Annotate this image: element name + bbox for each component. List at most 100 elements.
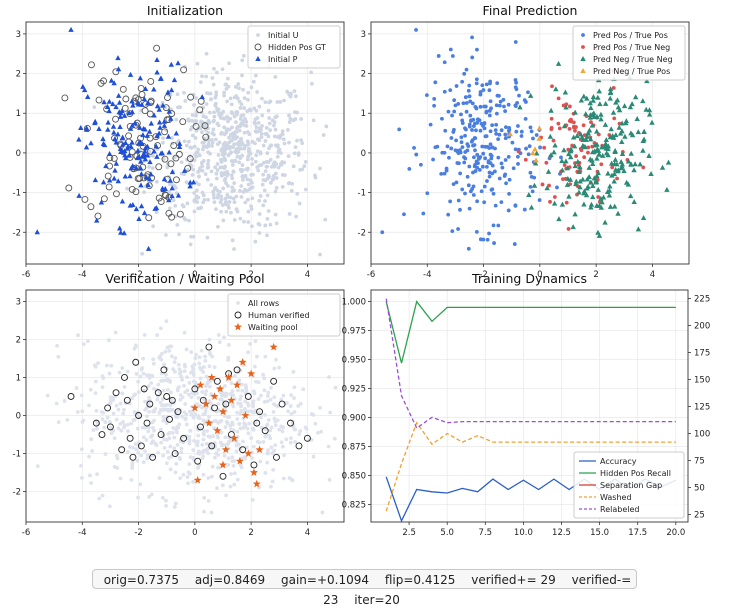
point-initial-u — [207, 120, 212, 124]
point-all-rows — [250, 497, 255, 502]
point-initial-p — [113, 139, 119, 145]
point-human-verified — [92, 419, 100, 427]
point-pred-pos-true-pos — [482, 121, 487, 125]
point-initial-u — [224, 209, 229, 214]
point-initial-u — [223, 158, 228, 163]
point-waiting-pool — [219, 407, 227, 416]
point-all-rows — [203, 392, 208, 397]
point-pred-pos-true-neg — [586, 150, 590, 155]
x-tick-label: 20.0 — [666, 528, 685, 538]
legend-swatch-hidden-pos-gt — [254, 43, 262, 51]
point-waiting-pool — [249, 468, 258, 476]
point-waiting-pool — [235, 456, 244, 465]
point-pred-neg-true-neg — [570, 134, 577, 140]
point-initial-u — [274, 162, 279, 166]
point-initial-u — [230, 185, 235, 190]
point-initial-u — [191, 167, 196, 172]
point-initial-u — [142, 190, 146, 195]
point-all-rows — [246, 350, 250, 355]
point-initial-u — [266, 108, 271, 113]
point-all-rows — [202, 509, 207, 514]
point-initial-u — [167, 206, 172, 211]
point-initial-u — [140, 251, 145, 256]
point-initial-u — [192, 103, 196, 107]
point-hidden-pos-gt — [147, 78, 155, 85]
point-all-rows — [277, 427, 282, 432]
point-all-rows — [177, 422, 182, 427]
point-all-rows — [207, 414, 211, 419]
point-initial-u — [180, 203, 185, 208]
point-pred-pos-true-pos — [559, 155, 563, 160]
point-initial-u — [265, 233, 269, 238]
point-pred-neg-true-neg — [602, 143, 609, 149]
point-pred-neg-true-neg — [631, 167, 637, 173]
point-all-rows — [136, 390, 141, 395]
point-all-rows — [204, 389, 209, 393]
point-pred-pos-true-pos — [460, 121, 465, 126]
point-pred-pos-true-pos — [452, 109, 457, 114]
point-pred-pos-true-pos — [479, 189, 484, 194]
point-initial-p — [78, 124, 84, 130]
point-all-rows — [167, 348, 172, 353]
point-pred-neg-true-neg — [623, 118, 630, 124]
point-initial-u — [260, 113, 265, 118]
point-initial-p — [158, 75, 164, 81]
point-initial-u — [147, 149, 152, 154]
point-all-rows — [167, 430, 172, 435]
point-initial-u — [223, 202, 228, 206]
point-initial-p — [141, 210, 148, 216]
point-initial-u — [222, 93, 227, 98]
point-all-rows — [125, 450, 130, 455]
point-initial-u — [298, 167, 303, 172]
point-human-verified — [166, 415, 173, 423]
point-all-rows — [169, 344, 174, 349]
point-human-verified — [233, 366, 241, 374]
point-human-verified — [104, 404, 112, 412]
point-pred-neg-true-neg — [602, 121, 609, 127]
point-pred-neg-true-neg — [609, 172, 615, 178]
point-pred-neg-true-neg — [589, 157, 595, 163]
point-all-rows — [183, 364, 187, 369]
point-all-rows — [249, 436, 254, 440]
point-pred-neg-true-neg — [562, 89, 569, 95]
point-all-rows — [107, 338, 111, 343]
point-hidden-pos-gt — [88, 61, 95, 69]
point-pred-neg-true-neg — [625, 158, 632, 164]
point-all-rows — [265, 422, 270, 427]
point-initial-p — [187, 183, 193, 189]
point-pred-neg-true-neg — [616, 124, 622, 130]
point-pred-neg-true-neg — [603, 150, 610, 156]
point-hidden-pos-gt — [162, 104, 170, 112]
point-initial-u — [291, 164, 296, 169]
point-pred-pos-true-pos — [444, 168, 449, 173]
point-waiting-pool — [190, 403, 199, 412]
point-all-rows — [125, 369, 130, 374]
point-pred-pos-true-pos — [527, 144, 532, 149]
point-initial-u — [237, 155, 242, 159]
point-all-rows — [189, 412, 194, 417]
point-initial-u — [225, 143, 229, 148]
point-pred-neg-true-neg — [602, 100, 609, 106]
point-initial-u — [234, 194, 239, 199]
point-hidden-pos-gt — [112, 190, 120, 198]
point-waiting-pool — [255, 445, 264, 454]
point-initial-u — [187, 218, 191, 223]
point-initial-u — [285, 127, 290, 132]
point-hidden-pos-gt — [180, 66, 188, 74]
point-initial-u — [288, 117, 293, 121]
point-all-rows — [236, 388, 240, 393]
point-initial-u — [255, 165, 260, 169]
point-hidden-pos-gt — [157, 198, 165, 206]
point-pred-pos-true-neg — [516, 149, 521, 154]
point-pred-pos-true-pos — [502, 104, 506, 109]
point-waiting-pool — [221, 445, 230, 454]
point-pred-pos-true-pos — [464, 101, 469, 105]
legend-swatch-initial-p — [255, 56, 261, 61]
point-initial-p — [154, 103, 161, 109]
point-all-rows — [121, 420, 125, 424]
point-initial-p — [144, 152, 151, 158]
point-pred-neg-true-neg — [576, 169, 582, 175]
point-initial-u — [231, 196, 236, 201]
point-pred-neg-true-neg — [559, 201, 566, 207]
point-waiting-pool — [233, 380, 242, 389]
